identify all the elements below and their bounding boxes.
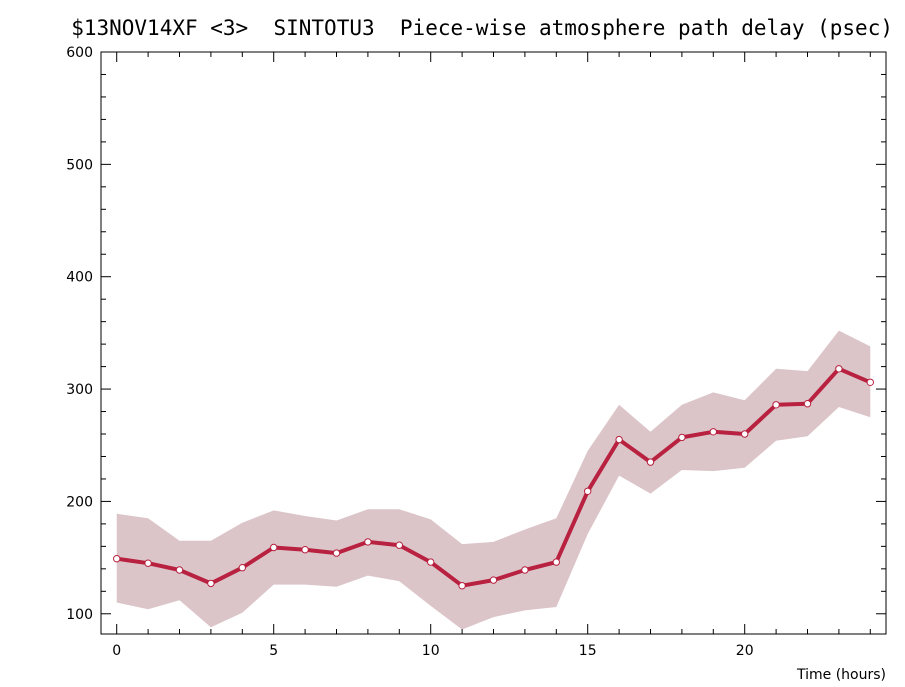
data-point — [678, 433, 686, 442]
data-point — [427, 558, 435, 566]
x-axis-label: Time (hours) — [796, 667, 886, 683]
data-point — [175, 566, 184, 574]
data-point — [584, 487, 592, 495]
tick-label-layer: 0 5 10 15 20 100 200 300 400 500 600 — [66, 45, 753, 659]
x-tick-label: 5 — [269, 643, 278, 659]
data-point — [332, 549, 341, 557]
data-point — [364, 538, 372, 546]
y-tick-label: 300 — [66, 382, 93, 398]
data-point — [772, 401, 780, 409]
x-tick-label: 15 — [579, 643, 597, 659]
data-point — [866, 378, 874, 386]
data-point — [301, 546, 309, 554]
uncertainty-band — [116, 330, 871, 630]
axis-layer — [100, 51, 887, 635]
y-tick-label: 400 — [66, 270, 93, 286]
y-tick-label: 200 — [66, 494, 93, 510]
data-point — [458, 582, 466, 590]
data-point — [709, 428, 717, 436]
y-tick-label: 100 — [66, 607, 93, 623]
data-point — [803, 400, 812, 408]
data-point — [113, 555, 121, 563]
uncertainty-band-layer — [116, 330, 871, 630]
x-tick-label: 10 — [422, 643, 440, 659]
data-point — [489, 576, 498, 584]
data-point — [144, 559, 152, 567]
data-point — [646, 458, 655, 466]
x-tick-label: 0 — [112, 643, 121, 659]
data-point — [207, 579, 215, 588]
data-point — [741, 430, 749, 438]
data-point — [238, 564, 247, 572]
data-point — [835, 365, 843, 373]
y-tick-label: 600 — [66, 45, 93, 61]
y-tick-label: 500 — [66, 157, 93, 173]
data-point — [395, 541, 403, 549]
data-point — [615, 435, 623, 444]
x-tick-label: 20 — [736, 643, 754, 659]
data-point — [552, 558, 560, 566]
data-point — [270, 543, 278, 552]
chart-title: $13NOV14XF <3> SINTOTU3 Piece-wise atmos… — [71, 16, 893, 40]
data-point-layer — [113, 365, 874, 590]
data-point — [521, 566, 529, 574]
